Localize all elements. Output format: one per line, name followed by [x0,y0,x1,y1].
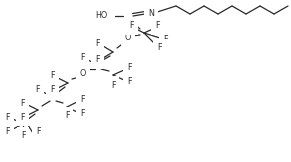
Text: F: F [81,53,85,63]
Text: F: F [155,22,159,30]
Text: F: F [80,96,84,104]
Text: F: F [20,98,25,108]
Text: F: F [157,44,162,52]
Text: HO: HO [95,12,107,21]
Text: F: F [95,40,100,48]
Text: F: F [51,86,55,94]
Text: F: F [95,56,100,64]
Text: F: F [6,127,10,135]
Text: F: F [130,22,134,30]
Text: F: F [6,112,10,122]
Text: F: F [127,64,132,73]
Text: F: F [127,77,132,87]
Text: F: F [36,86,40,94]
Text: N: N [148,10,154,18]
Text: F: F [163,35,168,45]
Text: F: F [36,127,40,135]
Text: O: O [80,69,86,77]
Text: F: F [20,112,25,122]
Text: F: F [80,110,84,118]
Text: O: O [125,34,131,42]
Text: F: F [21,132,25,140]
Text: F: F [65,111,69,121]
Text: F: F [111,81,115,89]
Text: F: F [51,71,55,81]
